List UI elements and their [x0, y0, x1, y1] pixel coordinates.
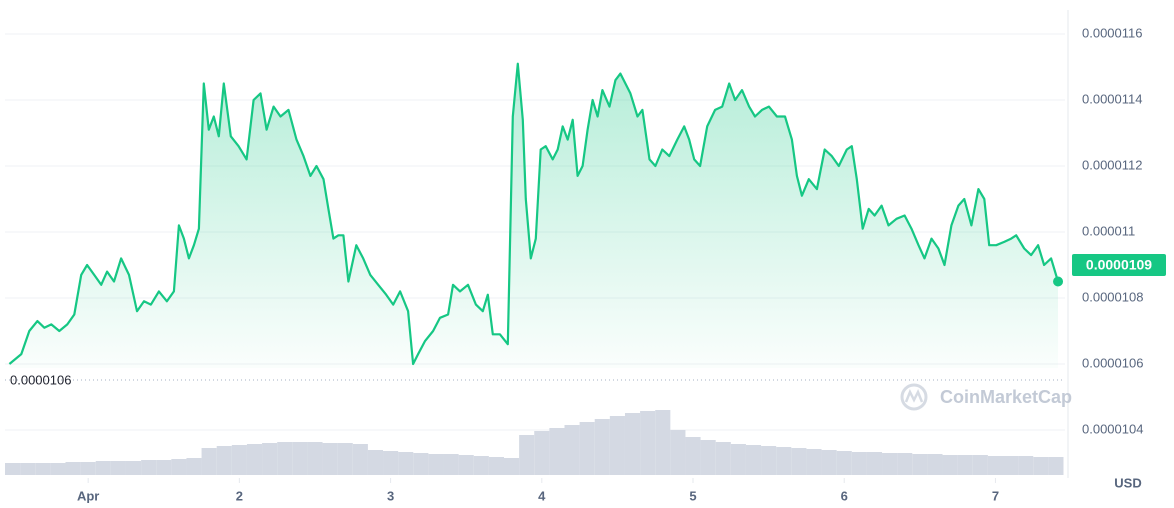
volume-bar	[957, 455, 973, 475]
x-tick-label: 3	[387, 488, 394, 503]
y-tick-label: 0.0000116	[1082, 25, 1143, 40]
price-badge	[1072, 254, 1166, 276]
volume-bar	[851, 452, 867, 475]
volume-bar	[882, 453, 898, 475]
volume-bar	[912, 454, 928, 475]
y-tick-label: 0.0000106	[1082, 355, 1143, 370]
volume-bar	[95, 461, 111, 475]
volume-bar	[322, 443, 338, 475]
volume-bar	[866, 452, 883, 475]
volume-bar	[201, 448, 217, 475]
volume-bar	[504, 458, 520, 475]
volume-bar	[110, 461, 126, 475]
volume-bar	[1048, 457, 1064, 475]
volume-bar	[65, 462, 81, 475]
volume-bar	[715, 442, 731, 475]
y-tick-label: 0.0000114	[1082, 91, 1143, 106]
volume-bar	[927, 454, 943, 475]
volume-bar	[186, 458, 202, 475]
volume-bar	[20, 463, 36, 475]
volume-bar	[942, 455, 958, 475]
volume-bar	[246, 444, 263, 475]
volume-bar	[609, 416, 625, 475]
volume-bar	[897, 453, 913, 475]
x-tick-label: 4	[538, 488, 546, 503]
volume-bar	[307, 442, 323, 475]
volume-bar	[791, 448, 807, 475]
currency: USD	[1114, 475, 1141, 490]
volume-bar	[594, 419, 610, 475]
volume-bar	[670, 430, 686, 475]
volume-bar	[292, 442, 308, 475]
volume-bar	[519, 435, 535, 475]
low-label: 0.0000106	[10, 372, 71, 387]
volume-bar	[564, 425, 580, 475]
price-area	[9, 63, 1059, 368]
x-tick-label: 7	[992, 488, 999, 503]
volume-bar	[337, 443, 353, 475]
volume-bar	[231, 445, 247, 475]
volume-bar	[1003, 456, 1019, 475]
volume-bar	[1033, 457, 1049, 475]
volume-bar	[987, 456, 1004, 475]
price-line	[8, 62, 1060, 366]
volume-bar	[821, 450, 837, 475]
volume-bar	[579, 422, 595, 475]
volume-bar	[35, 463, 51, 475]
x-tick-label: 2	[236, 488, 243, 503]
volume-bar	[216, 446, 232, 475]
volume-bar	[730, 444, 746, 475]
volume-bar	[640, 411, 656, 475]
volume-bar	[655, 410, 671, 475]
x-tick-label: 6	[841, 488, 848, 503]
price-badge-label: 0.0000109	[1086, 257, 1152, 273]
volume-bar	[745, 445, 762, 475]
volume-bar	[367, 450, 384, 475]
volume-bar	[125, 461, 142, 475]
volume-bar	[458, 455, 474, 475]
volume-bar	[806, 449, 822, 475]
volume-bar	[972, 455, 988, 475]
y-tick-label: 0.000011	[1082, 223, 1135, 238]
volume-bar	[5, 463, 21, 475]
x-tick-label: Apr	[77, 488, 99, 503]
watermark-logo	[900, 383, 928, 411]
y-tick-label: 0.0000112	[1082, 157, 1143, 172]
volume-bar	[141, 460, 157, 475]
volume-bar	[549, 428, 565, 475]
volume-bar	[277, 442, 293, 475]
y-tick-label: 0.0000104	[1082, 421, 1143, 436]
volume-bar	[1018, 456, 1034, 475]
volume-bar	[171, 459, 187, 475]
volume-bar	[473, 456, 489, 475]
watermark: CoinMarketCap	[940, 387, 1072, 407]
volume-bar	[428, 454, 444, 475]
volume-bar	[262, 443, 278, 475]
volume-bar	[685, 437, 701, 475]
volume-bar	[761, 446, 777, 475]
volume-bar	[413, 453, 429, 475]
volume-bar	[80, 462, 96, 475]
last-point	[1053, 276, 1064, 287]
volume-bar	[624, 413, 641, 475]
volume-bar	[488, 457, 505, 475]
volume-bar	[352, 444, 368, 475]
volume-bar	[443, 454, 459, 475]
volume-bar	[836, 451, 852, 475]
volume-bar	[398, 452, 414, 475]
y-tick-label: 0.0000108	[1082, 289, 1143, 304]
volume-bar	[50, 463, 66, 475]
volume-bar	[383, 451, 399, 475]
x-tick-label: 5	[689, 488, 696, 503]
volume-bar	[700, 440, 716, 475]
volume-bar	[776, 447, 792, 475]
volume-bar	[156, 460, 172, 475]
volume-bar	[534, 431, 550, 475]
